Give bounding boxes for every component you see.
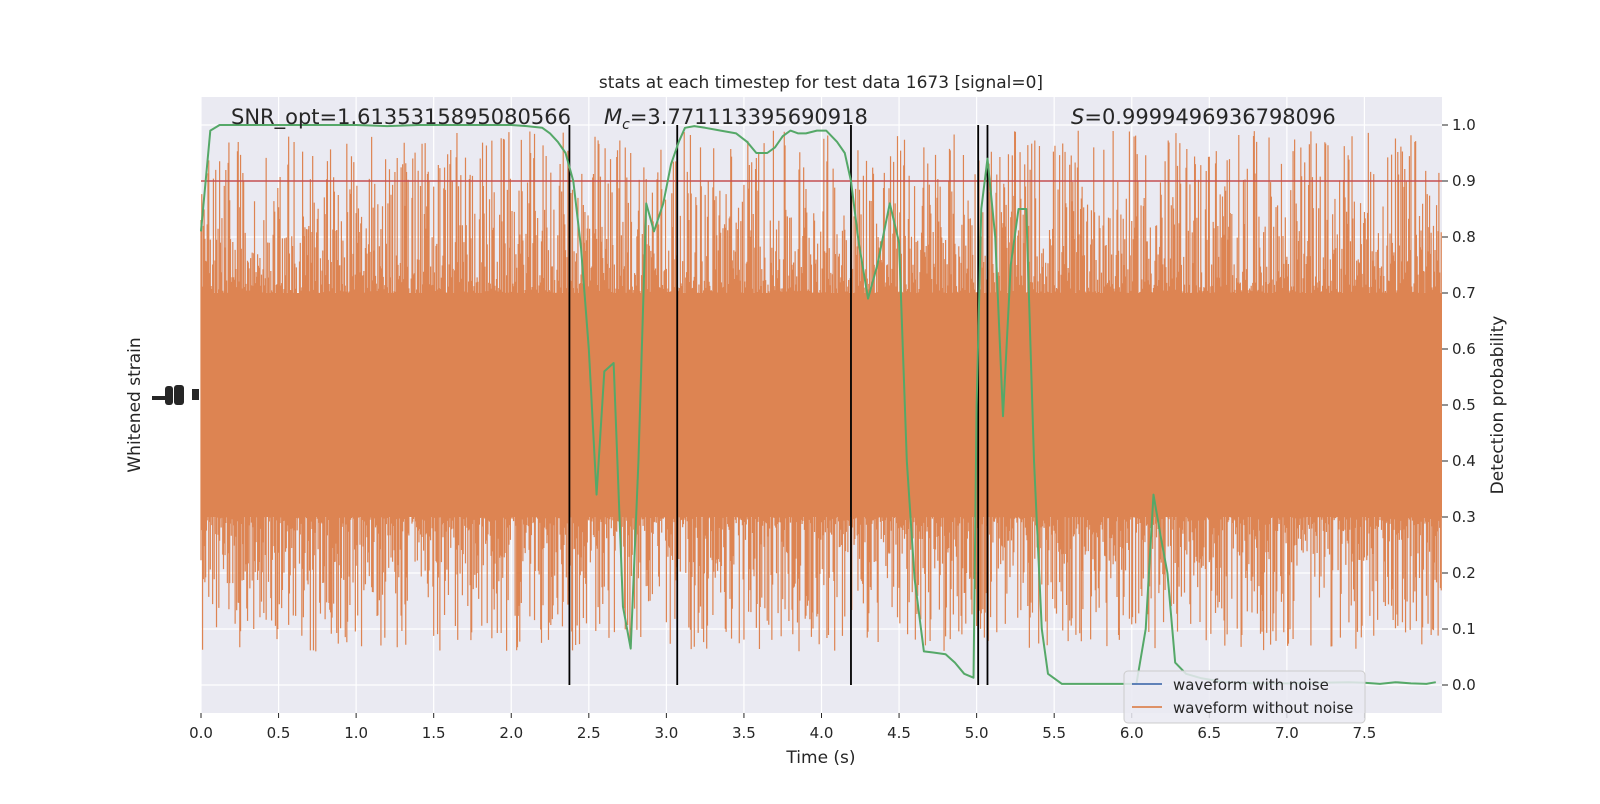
x-axis-label: Time (s): [785, 748, 855, 768]
left-tick-blob-2: [165, 386, 173, 405]
s-annotation: S=0.9999496936798096: [1071, 105, 1336, 129]
vertical-marker-lines: [568, 125, 989, 685]
left-tick-blob-4: [192, 389, 199, 400]
x-tick-label-2: 1.0: [344, 724, 368, 742]
s-symbol: S: [1071, 105, 1084, 129]
right-y-tick-label-8: 0.8: [1452, 228, 1476, 246]
x-axis-ticks: 0.0 0.5 1.0 1.5 2.0 2.5 3.0 3.5 4.0 4.5 5.0 5.5 6.0 6…: [189, 713, 1376, 742]
right-y-tick-label-1: 0.1: [1452, 620, 1476, 638]
left-y-axis-label: Whitened strain: [125, 337, 145, 472]
left-tick-blob-1: [152, 396, 168, 400]
legend-label-waveform-with-noise: waveform with noise: [1173, 676, 1329, 694]
x-tick-label-5: 2.5: [577, 724, 601, 742]
x-tick-label-6: 3.0: [654, 724, 678, 742]
x-tick-label-7: 3.5: [732, 724, 756, 742]
chirp-mass-subscript: c: [622, 117, 630, 133]
right-y-tick-label-7: 0.7: [1452, 284, 1476, 302]
x-tick-label-15: 7.5: [1353, 724, 1377, 742]
left-y-axis-overlapping-ticks: [152, 385, 199, 405]
legend: waveform with noise waveform without noi…: [1123, 670, 1366, 724]
x-tick-label-8: 4.0: [810, 724, 834, 742]
x-tick-label-12: 6.0: [1120, 724, 1144, 742]
left-tick-blob-3: [174, 385, 184, 405]
x-tick-label-1: 0.5: [267, 724, 291, 742]
chirp-mass-value: =3.771113395690918: [630, 105, 868, 129]
x-tick-label-13: 6.5: [1197, 724, 1221, 742]
x-tick-label-10: 5.0: [965, 724, 989, 742]
snr-annotation: SNR_opt=1.6135315895080566: [231, 105, 571, 130]
chart-title: stats at each timestep for test data 167…: [599, 73, 1043, 93]
x-tick-label-4: 2.0: [499, 724, 523, 742]
x-tick-label-3: 1.5: [422, 724, 446, 742]
legend-label-waveform-without-noise: waveform without noise: [1173, 699, 1353, 717]
right-y-axis-ticks: 0.0 0.1 0.2 0.3 0.4 0.5 0.6 0.7 0.8 0.9 1.0: [1442, 116, 1476, 694]
x-tick-label-11: 5.5: [1042, 724, 1066, 742]
detection-probability-line: [200, 124, 1436, 685]
legend-box: [1123, 670, 1366, 724]
right-y-tick-label-0: 0.0: [1452, 676, 1476, 694]
right-y-tick-label-3: 0.3: [1452, 508, 1476, 526]
x-tick-label-9: 4.5: [887, 724, 911, 742]
right-y-axis-label: Detection probability: [1488, 316, 1508, 495]
right-y-tick-label-5: 0.5: [1452, 396, 1476, 414]
right-y-tick-label-10: 1.0: [1452, 116, 1476, 134]
chirp-mass-annotation: Mc=3.771113395690918: [604, 105, 868, 133]
s-value: =0.9999496936798096: [1084, 105, 1335, 129]
right-y-tick-label-6: 0.6: [1452, 340, 1476, 358]
right-y-tick-label-4: 0.4: [1452, 452, 1476, 470]
chirp-mass-symbol: M: [604, 105, 622, 129]
right-y-tick-label-9: 0.9: [1452, 172, 1476, 190]
waveform-without-noise-band: [201, 293, 1442, 517]
x-tick-label-14: 7.0: [1275, 724, 1299, 742]
right-y-tick-label-2: 0.2: [1452, 564, 1476, 582]
x-tick-label-0: 0.0: [189, 724, 213, 742]
